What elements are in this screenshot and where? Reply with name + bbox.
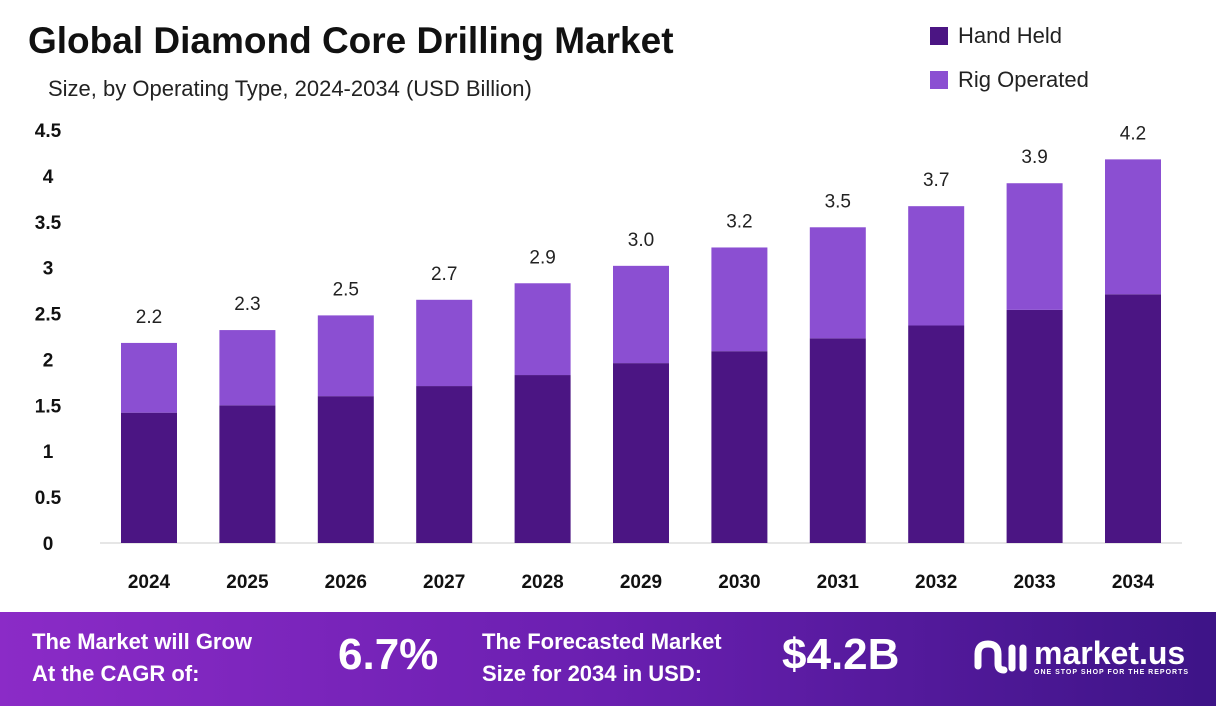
bar-hand-held [809,338,866,543]
forecast-label: The Forecasted Market Size for 2034 in U… [482,626,772,690]
bar-rig-operated [121,342,177,413]
bar-hand-held [908,325,965,543]
bar-rig-operated [711,247,768,352]
total-data-label: 2.5 [333,279,359,300]
forecast-label-line2: Size for 2034 in USD: [482,661,703,686]
total-data-label: 3.5 [825,191,851,212]
chart-plot: 0 0.5 1 1.5 2 2.5 3 3.5 4 4.5 2.2 2024 2.3 2025 2.5 202… [35,121,1182,593]
total-data-label: 2.7 [431,264,457,285]
cagr-label: The Market will Grow At the CAGR of: [32,626,322,690]
forecast-value: $4.2B [782,630,900,679]
bar-rig-operated [908,206,965,326]
chart-subtitle: Size, by Operating Type, 2024-2034 (USD … [48,76,532,101]
total-data-label: 4.2 [1120,123,1146,144]
x-tick-label: 2026 [325,572,367,593]
legend-swatch [930,27,948,45]
bar-rig-operated [1006,183,1063,310]
y-tick-label: 3 [43,259,54,280]
x-tick-label: 2031 [817,572,860,593]
bar-rig-operated [613,265,669,364]
y-tick-label: 2.5 [35,305,62,326]
total-data-label: 3.2 [726,211,752,232]
bar-rig-operated [514,283,571,376]
y-tick-label: 0 [43,534,54,555]
bar-hand-held [711,351,768,543]
footer-banner: The Market will Grow At the CAGR of: 6.7… [0,612,1216,706]
total-data-label: 3.7 [923,170,949,191]
bar-rig-operated [1105,159,1161,295]
x-tick-label: 2025 [226,572,269,593]
market-us-logo-icon [974,640,1027,674]
bar-rig-operated [809,227,866,339]
bar-hand-held [317,396,374,543]
x-tick-label: 2024 [128,572,171,593]
y-tick-label: 3.5 [35,213,62,234]
y-tick-label: 1.5 [35,396,62,417]
y-tick-label: 4 [43,167,54,188]
x-tick-label: 2030 [718,572,760,593]
total-data-label: 2.2 [136,307,162,328]
cagr-label-line2: At the CAGR of: [32,661,200,686]
total-data-label: 3.0 [628,230,654,251]
x-tick-label: 2034 [1112,572,1155,593]
bar-hand-held [613,363,669,543]
cagr-value: 6.7% [338,630,439,679]
legend-swatch [930,71,948,89]
legend-item-hand-held: Hand Held [930,14,1089,58]
legend-label: Hand Held [958,23,1062,48]
total-data-label: 2.3 [234,294,260,315]
bar-hand-held [1105,294,1161,543]
y-tick-label: 1 [43,442,54,463]
legend: Hand Held Rig Operated [930,14,1089,102]
bar-rig-operated [317,315,374,397]
y-tick-label: 4.5 [35,121,62,142]
x-tick-label: 2032 [915,572,957,593]
x-tick-label: 2028 [521,572,563,593]
x-tick-label: 2033 [1013,572,1055,593]
bar-hand-held [514,375,571,543]
brand-tagline: ONE STOP SHOP FOR THE REPORTS [1034,668,1190,676]
bar-hand-held [121,412,177,543]
bar-rig-operated [416,299,473,387]
forecast-label-line1: The Forecasted Market [482,629,722,654]
bar-rig-operated [219,330,276,406]
total-data-label: 3.9 [1021,147,1047,168]
bar-hand-held [416,386,473,543]
bar-hand-held [219,405,276,543]
legend-label: Rig Operated [958,67,1089,92]
legend-item-rig-operated: Rig Operated [930,58,1089,102]
y-tick-label: 0.5 [35,488,62,509]
x-tick-label: 2029 [620,572,662,593]
x-tick-label: 2027 [423,572,465,593]
brand-logo: market.us ONE STOP SHOP FOR THE REPORTS [972,636,1189,676]
chart-title: Global Diamond Core Drilling Market [28,20,674,61]
brand-name: market.us [1034,634,1186,671]
total-data-label: 2.9 [529,247,555,268]
bar-hand-held [1006,309,1063,543]
y-tick-label: 2 [43,350,54,371]
cagr-label-line1: The Market will Grow [32,629,253,654]
